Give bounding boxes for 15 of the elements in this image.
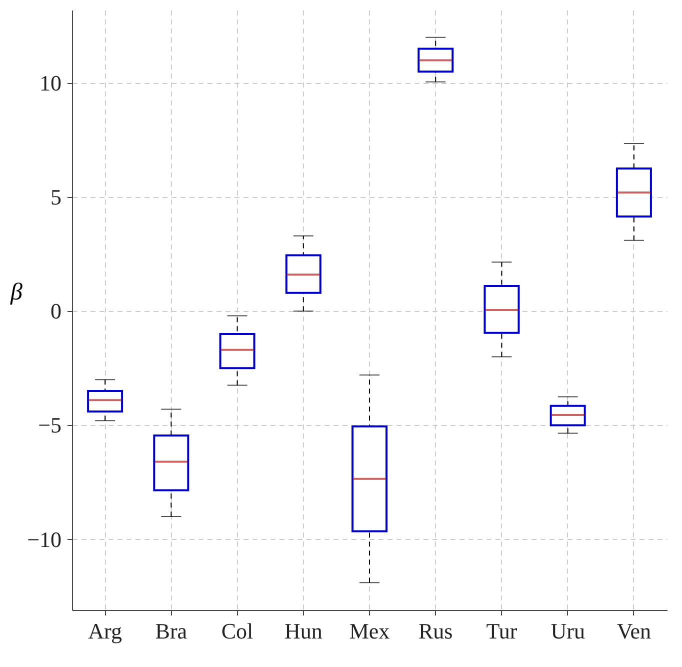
x-tick-label: Tur — [486, 618, 518, 644]
y-tick-label: 10 — [40, 70, 62, 96]
x-tick-label: Mex — [349, 618, 390, 644]
y-axis-title: β — [10, 280, 23, 306]
y-tick-label: −5 — [38, 412, 62, 438]
y-tick-label: −10 — [27, 526, 62, 552]
x-tick-label: Hun — [284, 618, 322, 644]
y-tick-label: 0 — [50, 298, 62, 324]
y-tick-label: 5 — [50, 184, 62, 210]
x-tick-label: Arg — [88, 618, 122, 644]
x-tick-label: Ven — [616, 618, 652, 644]
x-tick-label: Bra — [155, 618, 188, 644]
x-tick-label: Rus — [418, 618, 453, 644]
x-tick-label: Uru — [550, 618, 585, 644]
x-tick-label: Col — [221, 618, 254, 644]
